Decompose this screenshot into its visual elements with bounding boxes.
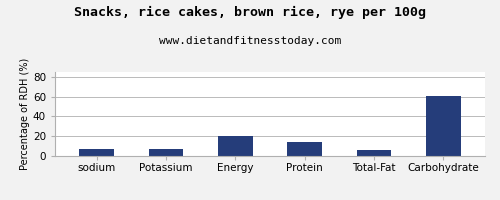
Text: Snacks, rice cakes, brown rice, rye per 100g: Snacks, rice cakes, brown rice, rye per … <box>74 6 426 19</box>
Bar <box>288 142 322 156</box>
Bar <box>218 136 252 156</box>
Bar <box>148 149 184 156</box>
Text: www.dietandfitnesstoday.com: www.dietandfitnesstoday.com <box>159 36 341 46</box>
Bar <box>356 150 392 156</box>
Bar <box>80 149 114 156</box>
Y-axis label: Percentage of RDH (%): Percentage of RDH (%) <box>20 58 30 170</box>
Bar <box>426 96 460 156</box>
